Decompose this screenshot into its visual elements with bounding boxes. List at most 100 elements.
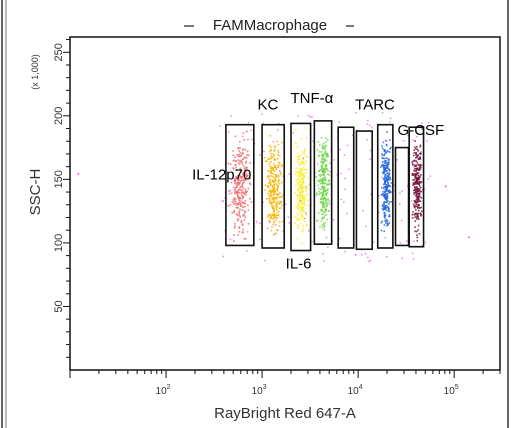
event-dot [279, 200, 281, 203]
stray-event-dot [420, 151, 422, 153]
event-dot [413, 173, 416, 175]
event-dot [274, 148, 276, 151]
event-dot [302, 198, 304, 201]
event-dot [278, 196, 280, 199]
event-dot [417, 218, 420, 220]
event-dot [322, 186, 324, 189]
event-dot [232, 202, 235, 205]
event-dot [322, 174, 324, 176]
event-dot [301, 242, 303, 244]
event-dot [239, 160, 241, 162]
event-dot [415, 203, 418, 205]
event-dot [238, 211, 240, 214]
event-dot [325, 193, 327, 195]
event-dot [244, 216, 247, 219]
event-dot [273, 189, 275, 192]
stray-event-dot [299, 200, 301, 202]
event-dot [324, 221, 326, 224]
event-dot [303, 199, 305, 202]
event-dot [300, 173, 303, 176]
event-dot [238, 213, 240, 216]
event-dot [300, 183, 303, 186]
event-dot [305, 155, 307, 158]
event-dot [301, 209, 304, 212]
event-dot [244, 200, 247, 202]
event-dot [235, 198, 237, 200]
event-dot [273, 146, 276, 148]
gate-rect-1 [225, 123, 255, 247]
event-dot [417, 180, 419, 183]
event-dot [241, 179, 243, 181]
event-dot [278, 202, 280, 205]
event-dot [416, 194, 418, 197]
event-dot [381, 220, 384, 223]
event-dot [302, 230, 304, 232]
event-dot [413, 193, 416, 196]
event-dot [388, 172, 391, 175]
event-dot [244, 156, 246, 159]
event-dot [271, 189, 274, 191]
event-dot [296, 213, 298, 215]
event-dot [325, 155, 328, 157]
event-dot [321, 167, 323, 170]
event-dot [236, 190, 239, 192]
event-dot [385, 206, 388, 209]
event-dot [386, 185, 388, 188]
event-dot [299, 190, 301, 193]
event-dot [275, 203, 278, 206]
event-dot [324, 146, 326, 148]
stray-event-dot [228, 131, 230, 133]
stray-event-dot [308, 230, 310, 232]
event-dot [302, 151, 305, 154]
event-dot [302, 225, 304, 227]
event-dot [280, 202, 282, 204]
event-dot [230, 192, 233, 195]
event-dot [277, 214, 279, 217]
event-dot [281, 165, 283, 167]
event-dot [276, 186, 279, 189]
event-dot [414, 160, 416, 162]
event-dot [239, 141, 241, 143]
event-dot [414, 140, 416, 142]
event-dot [274, 193, 276, 195]
event-dot [388, 191, 390, 193]
event-dot [298, 175, 300, 178]
event-dot [388, 139, 391, 141]
stray-event-dot [411, 252, 414, 255]
event-dot [302, 203, 305, 205]
event-dot [419, 167, 422, 169]
stray-event-dot [222, 200, 225, 202]
event-dot [246, 150, 249, 153]
event-dot [320, 179, 322, 181]
event-dot [411, 174, 414, 176]
event-dot [316, 219, 318, 222]
event-dot [415, 186, 418, 189]
event-dot [298, 170, 301, 172]
event-dot [417, 192, 420, 195]
event-dot [270, 190, 272, 192]
event-dot [416, 179, 419, 181]
event-dot [236, 154, 239, 156]
event-dot [237, 234, 239, 236]
event-dot [385, 184, 387, 187]
event-dot [247, 138, 249, 141]
event-dot [296, 160, 298, 163]
event-dot [389, 178, 392, 180]
event-dot [300, 202, 303, 204]
event-dot [249, 177, 252, 179]
event-dot [297, 153, 299, 155]
event-dot [413, 165, 416, 168]
stray-event-dot [366, 139, 368, 141]
event-dot [388, 222, 391, 224]
event-dot [323, 170, 325, 172]
event-dot [296, 167, 299, 169]
event-dot [242, 228, 244, 231]
event-dot [326, 218, 329, 221]
event-dot [280, 172, 282, 175]
event-dot [280, 201, 283, 203]
event-dot [297, 208, 300, 211]
event-dot [387, 175, 389, 178]
stray-event-dot [273, 233, 276, 235]
event-dot [416, 236, 418, 239]
stray-event-dot [346, 212, 348, 215]
